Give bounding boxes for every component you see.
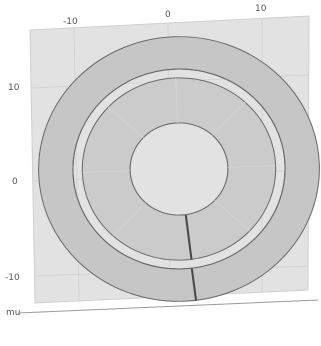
outer-seam-line xyxy=(190,268,198,301)
unit-axis-line xyxy=(17,299,319,314)
y-tick-label: 10 xyxy=(8,83,20,93)
x-tick-label: 10 xyxy=(255,4,267,14)
ring-geometry xyxy=(38,36,320,302)
y-tick-label: -10 xyxy=(5,273,20,283)
x-tick-label: -10 xyxy=(63,17,78,27)
x-tick-label: 0 xyxy=(165,10,171,20)
inner-seam-line xyxy=(184,214,193,260)
mesh-lines xyxy=(82,77,276,237)
outer-gap-edge xyxy=(72,68,286,270)
unit-label: mu xyxy=(6,308,20,318)
y-tick-label: 0 xyxy=(12,177,18,187)
